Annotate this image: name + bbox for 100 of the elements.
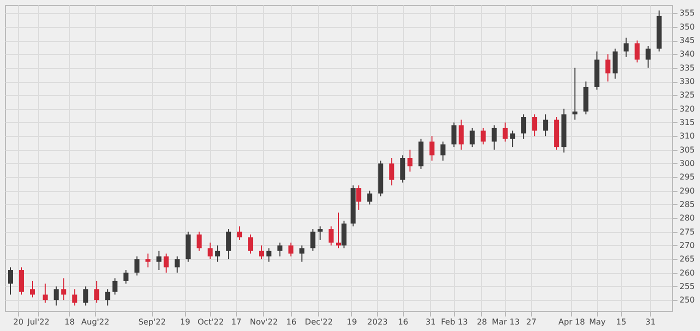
y-tick-label: 320 — [680, 104, 695, 114]
candlestick — [196, 231, 202, 252]
x-tick-label: 28 — [476, 318, 488, 326]
candlestick — [521, 114, 526, 140]
candlestick — [318, 226, 323, 240]
x-tick-label: 16 — [398, 318, 408, 326]
candlestick — [299, 244, 304, 262]
candlestick — [277, 242, 282, 257]
candlestick — [336, 212, 341, 249]
x-tick-label: Jul'22 — [26, 318, 50, 326]
candlestick — [259, 244, 264, 260]
candlestick — [226, 228, 232, 260]
x-tick-label: Apr 18 — [558, 318, 585, 326]
y-tick-label: 315 — [680, 118, 695, 127]
y-tick-label: 325 — [680, 90, 695, 100]
x-tick-label: 20 — [13, 318, 24, 326]
candlestick — [646, 45, 651, 68]
candlestick — [54, 286, 59, 306]
y-tick-label: 255 — [680, 282, 695, 291]
candlestick — [572, 67, 578, 120]
x-tick-label: 2023 — [367, 318, 388, 326]
candlestick — [18, 266, 24, 296]
x-tick-label: Feb 13 — [440, 318, 468, 326]
candlestick — [8, 266, 13, 296]
y-tick-label: 335 — [680, 63, 695, 72]
candlestick — [174, 256, 180, 274]
candlestick — [134, 256, 140, 276]
y-tick-label: 355 — [680, 8, 695, 18]
y-tick-label: 280 — [680, 214, 695, 223]
y-tick-label: 290 — [680, 186, 695, 196]
candlestick — [440, 141, 446, 162]
candlestick — [389, 158, 394, 186]
x-tick-label: May — [589, 318, 606, 326]
candlestick — [612, 48, 618, 80]
candlestick — [208, 242, 213, 260]
x-tick-label: 15 — [616, 318, 626, 326]
candlestick — [72, 288, 78, 306]
candlestick — [215, 244, 220, 262]
candlestick — [112, 278, 118, 296]
candlestick — [266, 248, 272, 262]
candlestick — [94, 280, 100, 304]
x-tick-label: Dec'22 — [304, 318, 333, 326]
candlestick — [237, 226, 242, 240]
candlestick — [502, 122, 508, 142]
x-tick-label: 19 — [346, 318, 357, 326]
candlestick — [288, 242, 294, 257]
y-tick-label: 305 — [680, 145, 695, 154]
candlestick — [532, 114, 538, 137]
candlestick — [480, 127, 486, 145]
x-tick-label: 17 — [231, 318, 242, 326]
candlestick — [367, 190, 372, 205]
y-tick-label: 285 — [680, 200, 695, 209]
candlestick — [492, 124, 497, 150]
candlestick — [105, 288, 110, 306]
candlestick — [83, 286, 88, 306]
x-tick-label: Mar 13 — [492, 318, 520, 326]
y-tick-label: 330 — [680, 77, 695, 86]
x-tick-label: 31 — [426, 318, 436, 326]
y-tick-label: 275 — [680, 227, 695, 236]
candlestick — [156, 250, 162, 271]
candlestick — [328, 226, 334, 246]
candlestick — [458, 119, 464, 150]
candlestick — [30, 280, 35, 298]
candlestick — [310, 228, 316, 252]
x-tick-label: 16 — [286, 318, 296, 326]
y-tick-label: 310 — [680, 132, 695, 141]
x-tick-label: 27 — [526, 318, 536, 326]
x-tick-label: Oct'22 — [198, 318, 224, 326]
x-tick-label: Nov'22 — [250, 318, 278, 326]
y-tick-label: 340 — [680, 50, 695, 59]
candlestick — [400, 154, 406, 184]
candlestick — [470, 127, 475, 148]
y-tick-label: 350 — [680, 22, 695, 32]
candlestick — [248, 234, 254, 254]
candlestick — [123, 270, 128, 284]
x-tick-label: 18 — [64, 318, 75, 326]
x-tick-label: 19 — [180, 318, 190, 326]
candlestick — [510, 130, 516, 148]
candlestick — [356, 184, 362, 210]
candlestick — [145, 253, 150, 268]
candlestick — [543, 114, 548, 137]
y-tick-label: 270 — [680, 240, 695, 250]
candlestick — [624, 37, 629, 58]
x-tick-label: 31 — [645, 318, 656, 326]
candlestick — [341, 220, 346, 249]
y-tick-label: 295 — [680, 172, 695, 182]
candlestick — [42, 283, 48, 304]
x-tick-label: Sep'22 — [138, 318, 166, 326]
candlestick — [605, 54, 610, 82]
candlestick — [407, 149, 412, 172]
candlestick — [164, 253, 169, 274]
y-tick-label: 345 — [680, 36, 695, 46]
candlestick — [451, 122, 456, 148]
candlestick — [61, 278, 66, 301]
y-tick-label: 250 — [680, 296, 695, 305]
y-tick-label: 265 — [680, 254, 695, 264]
candlestick — [634, 40, 640, 63]
x-tick-label: Aug'22 — [81, 318, 110, 326]
candlestick — [429, 136, 434, 162]
y-tick-label: 300 — [680, 158, 695, 168]
